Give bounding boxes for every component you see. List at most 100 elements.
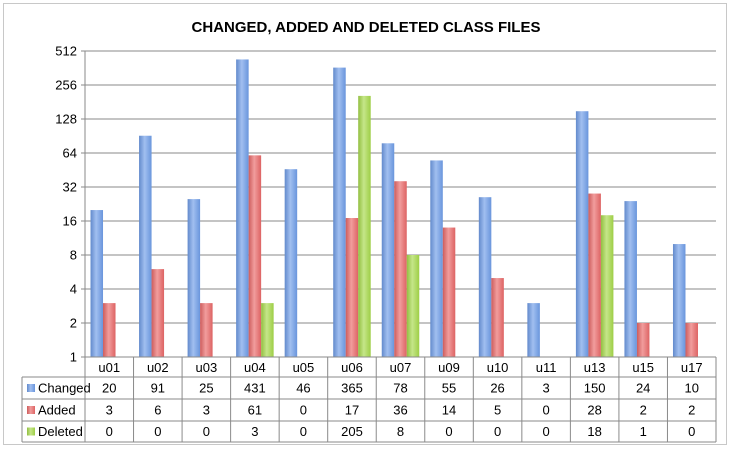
bar-changed-u10 <box>478 197 492 357</box>
table-cell-added: 61 <box>248 403 262 418</box>
bar-changed-u09 <box>430 160 443 357</box>
table-cell-deleted: 0 <box>445 424 452 439</box>
bar-added-u04 <box>248 155 262 357</box>
y-tick-label: 32 <box>63 180 77 195</box>
table-cell-added: 36 <box>393 403 407 418</box>
x-tick-label: u03 <box>195 360 217 375</box>
bar-changed-u04 <box>236 59 249 357</box>
bar-added-u15 <box>636 323 650 357</box>
table-cell-changed: 20 <box>102 381 116 396</box>
bar-changed-u01 <box>90 210 104 357</box>
bar-added-u03 <box>200 303 213 357</box>
x-tick-label: u17 <box>681 360 703 375</box>
table-cell-changed: 25 <box>199 381 213 396</box>
table-cell-added: 3 <box>203 403 210 418</box>
table-cell-added: 6 <box>154 403 161 418</box>
table-cell-changed: 78 <box>393 381 407 396</box>
bar-changed-u11 <box>527 303 540 357</box>
bar-changed-u05 <box>284 169 298 357</box>
y-tick-label: 64 <box>63 146 77 161</box>
table-cell-added: 28 <box>587 403 601 418</box>
x-tick-label: u02 <box>147 360 169 375</box>
y-tick-label: 1 <box>70 350 77 365</box>
table-cell-deleted: 0 <box>688 424 695 439</box>
bar-changed-u02 <box>139 135 152 357</box>
bar-added-u13 <box>588 193 601 357</box>
x-tick-label: u11 <box>536 360 557 375</box>
table-cell-changed: 10 <box>684 381 698 396</box>
y-tick-label: 512 <box>55 44 77 59</box>
legend-label-deleted: Deleted <box>38 424 83 439</box>
table-cell-added: 0 <box>542 403 549 418</box>
chart-title: CHANGED, ADDED AND DELETED CLASS FILES <box>192 19 541 36</box>
bar-changed-u15 <box>624 201 637 357</box>
table-cell-added: 2 <box>640 403 647 418</box>
bar-changed-u17 <box>672 244 686 357</box>
y-tick-label: 4 <box>70 282 77 297</box>
table-cell-changed: 46 <box>296 381 310 396</box>
x-tick-label: u07 <box>390 360 412 375</box>
y-tick-label: 8 <box>70 248 77 263</box>
table-cell-deleted: 205 <box>341 424 363 439</box>
bar-deleted-u06 <box>358 95 371 357</box>
y-tick-label: 16 <box>63 214 77 229</box>
table-cell-deleted: 1 <box>640 424 647 439</box>
bar-added-u10 <box>491 278 504 357</box>
x-tick-label: u10 <box>487 360 509 375</box>
data-table: u01 u02 u03 u04 u05 u06 u07 u09 u10 u11 u13 u15 u17 C… <box>21 356 717 443</box>
table-cell-added: 17 <box>345 403 359 418</box>
table-cell-changed: 150 <box>584 381 606 396</box>
x-tick-label: u06 <box>341 360 363 375</box>
table-cell-added: 14 <box>442 403 456 418</box>
y-axis: 1 2 4 8 16 32 64 128 256 512 <box>55 44 86 365</box>
table-cell-changed: 24 <box>636 381 650 396</box>
table-cell-deleted: 0 <box>300 424 307 439</box>
table-cell-changed: 431 <box>244 381 266 396</box>
table-cell-deleted: 18 <box>587 424 601 439</box>
bar-changed-u03 <box>187 199 201 357</box>
bar-added-u09 <box>442 227 456 357</box>
bar-changed-u13 <box>575 111 589 358</box>
table-cell-added: 2 <box>688 403 695 418</box>
bar-changed-u07 <box>381 143 395 357</box>
table-cell-changed: 3 <box>542 381 549 396</box>
legend-label-changed: Changed <box>38 381 91 396</box>
x-tick-label: u01 <box>98 360 120 375</box>
table-cell-added: 0 <box>300 403 307 418</box>
bar-added-u17 <box>685 323 698 357</box>
bar-deleted-u04 <box>261 303 274 357</box>
bar-changed-u06 <box>333 67 346 358</box>
table-cell-changed: 55 <box>442 381 456 396</box>
bar-deleted-u13 <box>600 215 614 357</box>
table-cell-changed: 26 <box>490 381 504 396</box>
x-tick-label: u13 <box>584 360 606 375</box>
y-tick-label: 2 <box>70 316 77 331</box>
x-tick-label: u05 <box>293 360 315 375</box>
bar-deleted-u07 <box>406 255 420 357</box>
table-cell-added: 3 <box>106 403 113 418</box>
bar-added-u02 <box>151 269 165 357</box>
table-cell-deleted: 0 <box>203 424 210 439</box>
table-cell-deleted: 0 <box>154 424 161 439</box>
bar-added-u01 <box>103 303 116 357</box>
x-tick-label: u04 <box>244 360 266 375</box>
legend-key-deleted <box>27 427 35 436</box>
x-tick-label: u15 <box>632 360 654 375</box>
table-cell-deleted: 0 <box>106 424 113 439</box>
table-cell-deleted: 0 <box>542 424 549 439</box>
legend-key-added <box>27 406 35 414</box>
x-tick-label: u09 <box>438 360 460 375</box>
table-cell-deleted: 0 <box>494 424 501 439</box>
table-cell-added: 5 <box>494 403 501 418</box>
table-cell-changed: 365 <box>341 381 363 396</box>
bar-added-u07 <box>394 181 407 357</box>
table-cell-changed: 91 <box>151 381 165 396</box>
legend-key-changed <box>27 384 35 392</box>
y-tick-label: 128 <box>55 112 77 127</box>
legend-label-added: Added <box>38 403 76 418</box>
table-cell-deleted: 8 <box>397 424 404 439</box>
bars <box>90 59 698 358</box>
table-cell-deleted: 3 <box>251 424 258 439</box>
bar-added-u06 <box>345 218 359 357</box>
